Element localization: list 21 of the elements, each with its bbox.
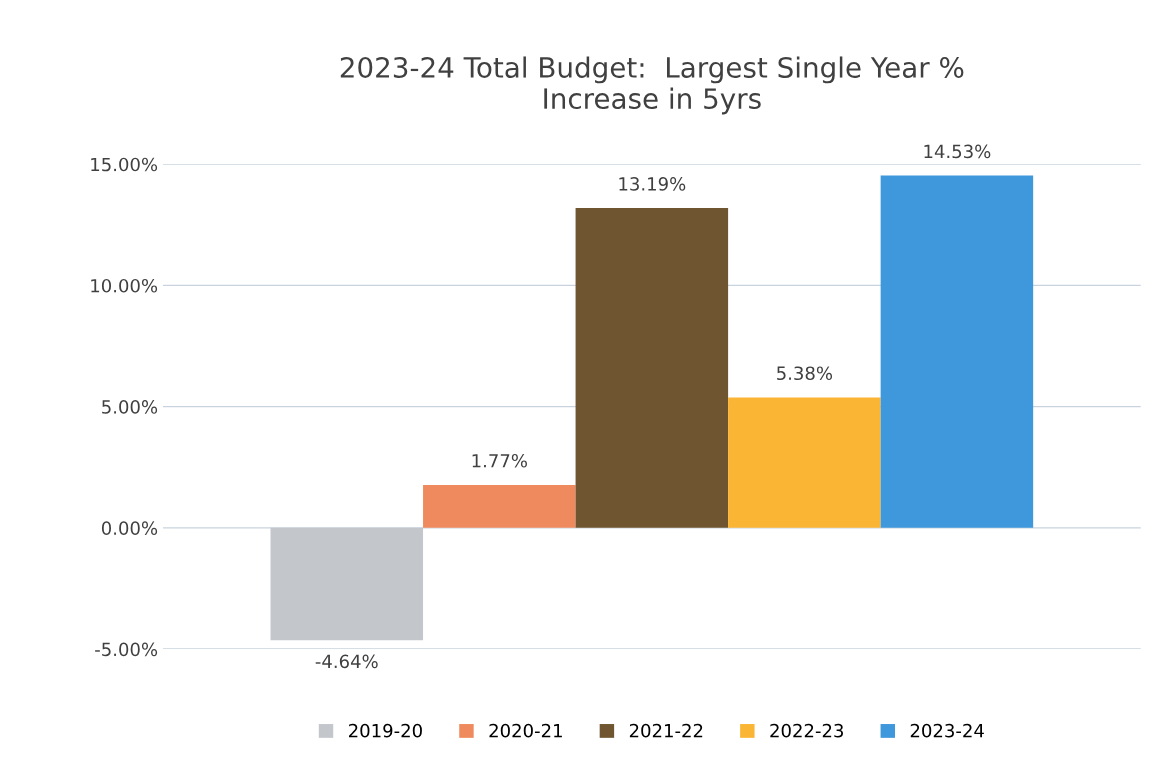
- legend-label: 2021-22: [629, 723, 703, 738]
- legend-label: 2019-20: [349, 723, 422, 738]
- y-tick-label: 15.00%: [91, 157, 158, 172]
- bar: [728, 397, 881, 528]
- data-label: 1.77%: [472, 453, 527, 468]
- y-tick-label: 5.00%: [102, 400, 158, 414]
- data-label: 13.19%: [619, 177, 686, 191]
- legend-label: 2022-23: [770, 723, 843, 738]
- y-tick-label: 0.00%: [101, 521, 158, 535]
- data-label: -4.64%: [315, 654, 378, 669]
- bar: [880, 175, 1034, 528]
- data-label: 14.53%: [924, 144, 991, 159]
- legend-label: 2020-21: [489, 723, 562, 738]
- y-tick-label: -5.00%: [95, 642, 158, 657]
- bar: [423, 484, 576, 528]
- bar: [575, 208, 729, 528]
- legend-label: 2023-24: [910, 723, 984, 738]
- y-tick-label: 10.00%: [91, 278, 158, 293]
- data-label: 5.38%: [777, 366, 833, 381]
- chart-title: 2023-24 Total Budget: Largest Single Year % Increase in 5yrs: [340, 56, 964, 115]
- bar: [270, 527, 424, 641]
